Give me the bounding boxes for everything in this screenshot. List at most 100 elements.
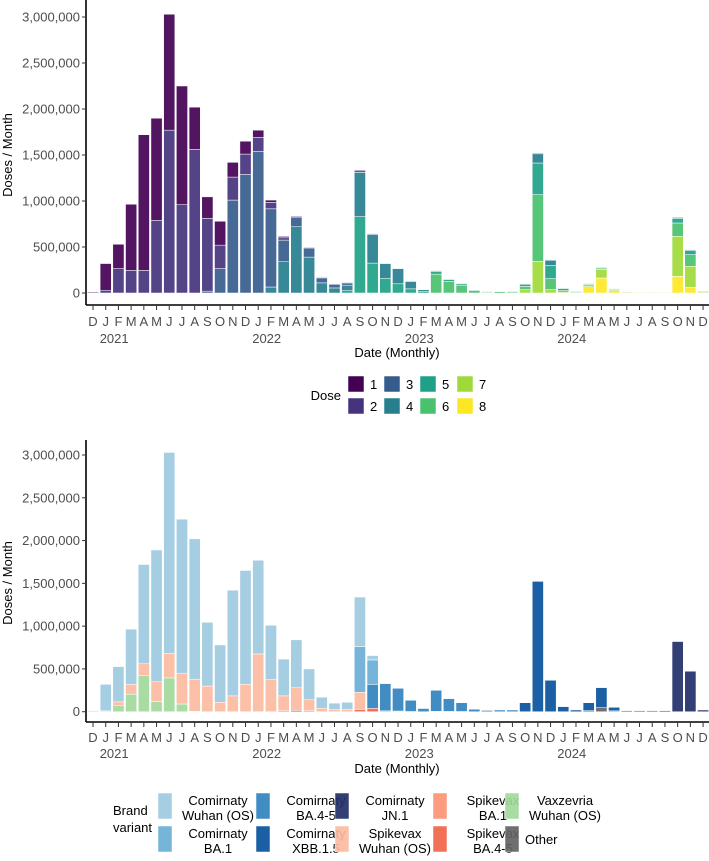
x-tick-label: N xyxy=(381,730,390,745)
x-tick-label: A xyxy=(343,314,352,329)
bar-segment-2 xyxy=(252,137,265,152)
bar-segment-5 xyxy=(379,278,392,294)
bar-segment-comirnaty-ba-4-5 xyxy=(366,684,379,709)
x-tick-label: F xyxy=(572,314,580,329)
legend-label: Wuhan (OS) xyxy=(182,808,254,823)
bar-segment-comirnaty-xbb-1-5 xyxy=(608,707,620,712)
x-tick-label: N xyxy=(533,730,542,745)
x-axis-title: Date (Monthly) xyxy=(354,761,439,776)
x-tick-label: J xyxy=(255,314,262,329)
legend-label: Comirnaty xyxy=(188,826,248,841)
x-tick-label: O xyxy=(673,314,683,329)
y-tick-label: 1,500,000 xyxy=(22,576,80,591)
bar-segment-vaxzevria-wuhan-os- xyxy=(125,693,137,712)
legend-label: 5 xyxy=(442,377,449,392)
dose-chart: 0 500,000 1,000,000 1,500,000 2,000,000 2,500… xyxy=(0,0,709,415)
x-tick-label: F xyxy=(267,314,275,329)
bar-segment-5 xyxy=(341,290,354,294)
bar-segment-4 xyxy=(277,261,290,294)
bar-segment-comirnaty-ba-4-5 xyxy=(392,688,404,712)
bar-segment-comirnaty-jn-1 xyxy=(684,670,697,712)
legend-swatch xyxy=(347,397,365,415)
legend-label: BA.1 xyxy=(479,808,507,823)
bar-segment-5 xyxy=(481,291,493,293)
legend-label: BA.4-5 xyxy=(296,808,336,823)
bar-segment-3 xyxy=(379,262,392,264)
bar-segment-4 xyxy=(404,281,417,290)
bar-segment-comirnaty-ba-4-5 xyxy=(404,700,417,712)
bar-segment-3 xyxy=(532,152,544,155)
bar-segment-comirnaty-wuhan-os- xyxy=(252,559,265,655)
x-tick-label: O xyxy=(520,314,530,329)
x-tick-label: D xyxy=(546,730,555,745)
bar-segment-4 xyxy=(379,263,392,279)
bar-segment-2 xyxy=(328,283,341,285)
x-tick-label: J xyxy=(560,730,567,745)
x-tick-label: A xyxy=(495,730,504,745)
bar-segment-4 xyxy=(354,172,366,217)
bar-segment-comirnaty-jn-1 xyxy=(659,710,671,712)
bar-segment-vaxzevria-wuhan-os- xyxy=(137,675,150,712)
x-tick-label: J xyxy=(408,314,415,329)
legend-title: variant xyxy=(113,820,152,835)
legend-label: XBB.1.5 xyxy=(292,841,340,856)
bar-segment-comirnaty-wuhan-os- xyxy=(303,668,315,700)
bar-segment-7 xyxy=(519,289,531,294)
legend-label: 7 xyxy=(479,377,486,392)
bar-segment-4 xyxy=(366,234,379,264)
y-tick-label: 0 xyxy=(73,286,80,301)
bar-segment-spikevax-wuhan-os- xyxy=(252,653,265,712)
bar-segment-4 xyxy=(341,284,354,291)
bar-segment-comirnaty-wuhan-os- xyxy=(290,639,303,688)
bar-segment-4 xyxy=(265,286,277,294)
bar-segment-6 xyxy=(455,285,468,294)
bar-segment-5 xyxy=(544,265,557,279)
bar-segment-spikevax-wuhan-os- xyxy=(239,684,252,712)
y-tick-label: 2,500,000 xyxy=(22,490,80,505)
bar-segment-vaxzevria-wuhan-os- xyxy=(112,705,125,712)
x-tick-label: F xyxy=(267,730,275,745)
bar-segment-4 xyxy=(519,283,531,285)
bar-segment-2 xyxy=(112,268,125,294)
x-tick-label: S xyxy=(661,730,670,745)
x-tick-label: A xyxy=(190,730,199,745)
x-tick-label: J xyxy=(179,730,186,745)
legend-title: Dose xyxy=(311,388,341,403)
bar-segment-2 xyxy=(150,220,163,294)
bar-segment-4 xyxy=(303,256,315,294)
y-tick-label: 2,000,000 xyxy=(22,533,80,548)
year-label: 2021 xyxy=(100,746,129,761)
x-tick-label: S xyxy=(203,314,212,329)
x-tick-label: A xyxy=(495,314,504,329)
x-tick-label: A xyxy=(190,314,199,329)
bar-segment-4 xyxy=(544,259,557,266)
year-label: 2021 xyxy=(100,331,129,346)
bar-segment-comirnaty-jn-1 xyxy=(697,709,709,712)
bar-segment-comirnaty-wuhan-os- xyxy=(265,625,277,680)
x-tick-label: J xyxy=(179,314,186,329)
bar-segment-comirnaty-ba-4-5 xyxy=(468,708,481,712)
legend-swatch xyxy=(504,825,520,853)
bar-segment-7 xyxy=(659,291,671,293)
legend-label: Vaxzevria xyxy=(537,793,594,808)
x-tick-label: D xyxy=(698,314,707,329)
bar-segment-4 xyxy=(557,287,570,289)
bar-segment-1 xyxy=(137,134,150,271)
bar-segment-2 xyxy=(201,218,214,292)
bar-segment-3 xyxy=(226,199,239,294)
x-tick-label: A xyxy=(445,730,454,745)
legend-swatch xyxy=(347,375,365,393)
x-tick-label: D xyxy=(241,730,250,745)
bar-segment-3 xyxy=(392,267,404,270)
x-tick-label: J xyxy=(624,730,631,745)
x-tick-label: O xyxy=(215,730,225,745)
legend-label: Other xyxy=(525,832,558,847)
bar-segment-6 xyxy=(544,278,557,290)
bar-segment-spikevax-wuhan-os- xyxy=(303,699,315,712)
x-tick-label: M xyxy=(126,730,137,745)
legend-label: Comirnaty xyxy=(365,793,425,808)
bar-segment-comirnaty-wuhan-os- xyxy=(87,710,99,712)
x-tick-label: A xyxy=(292,730,301,745)
bar-segment-6 xyxy=(557,289,570,293)
bar-segment-comirnaty-wuhan-os- xyxy=(112,666,125,703)
